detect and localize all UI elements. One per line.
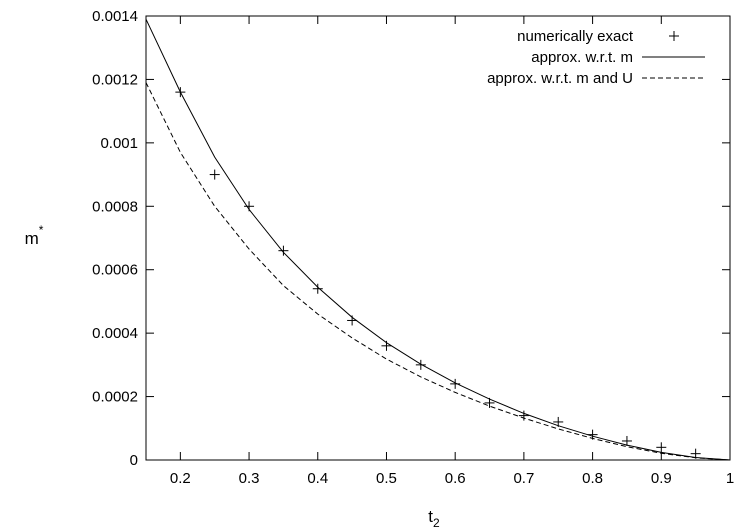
x-axis-title-sub: 2	[433, 516, 440, 530]
data-point	[690, 448, 701, 459]
x-tick-label: 0.9	[651, 470, 672, 487]
data-point	[209, 169, 220, 180]
x-tick-label: 0.7	[513, 470, 534, 487]
y-axis-title-sup: *	[39, 223, 44, 237]
y-axis-title-base: m	[25, 229, 39, 248]
y-tick-label: 0.0004	[92, 325, 138, 342]
legend-label: approx. w.r.t. m and U	[487, 70, 633, 87]
x-tick-label: 1	[726, 470, 734, 487]
y-tick-label: 0.0002	[92, 389, 138, 406]
y-tick-label: 0.0012	[92, 71, 138, 88]
y-tick-label: 0.0008	[92, 198, 138, 215]
data-point	[415, 359, 426, 370]
x-tick-label: 0.3	[239, 470, 260, 487]
legend-label: numerically exact	[517, 28, 634, 45]
y-tick-label: 0.001	[100, 135, 138, 152]
series-approx-m-u-line	[145, 82, 731, 461]
legend-label: approx. w.r.t. m	[531, 49, 633, 66]
data-point	[656, 442, 667, 453]
legend-marker-plus	[669, 31, 679, 41]
data-point	[278, 245, 289, 256]
x-tick-label: 0.4	[307, 470, 328, 487]
x-axis-title: t2	[428, 507, 440, 530]
data-point	[312, 283, 323, 294]
data-point	[518, 410, 529, 421]
y-tick-label: 0.0014	[92, 8, 138, 25]
series-approx-m-line	[145, 18, 731, 461]
x-axis-title-base: t	[428, 507, 433, 526]
y-tick-label: 0.0006	[92, 262, 138, 279]
x-tick-label: 0.5	[376, 470, 397, 487]
y-axis-title: m*	[25, 223, 44, 248]
data-point	[450, 378, 461, 389]
x-tick-label: 0.8	[582, 470, 603, 487]
data-point	[621, 435, 632, 446]
y-tick-label: 0	[130, 452, 138, 469]
plot-frame	[145, 15, 731, 461]
series-numerically-exact	[175, 87, 701, 459]
x-tick-label: 0.6	[445, 470, 466, 487]
x-tick-label: 0.2	[170, 470, 191, 487]
